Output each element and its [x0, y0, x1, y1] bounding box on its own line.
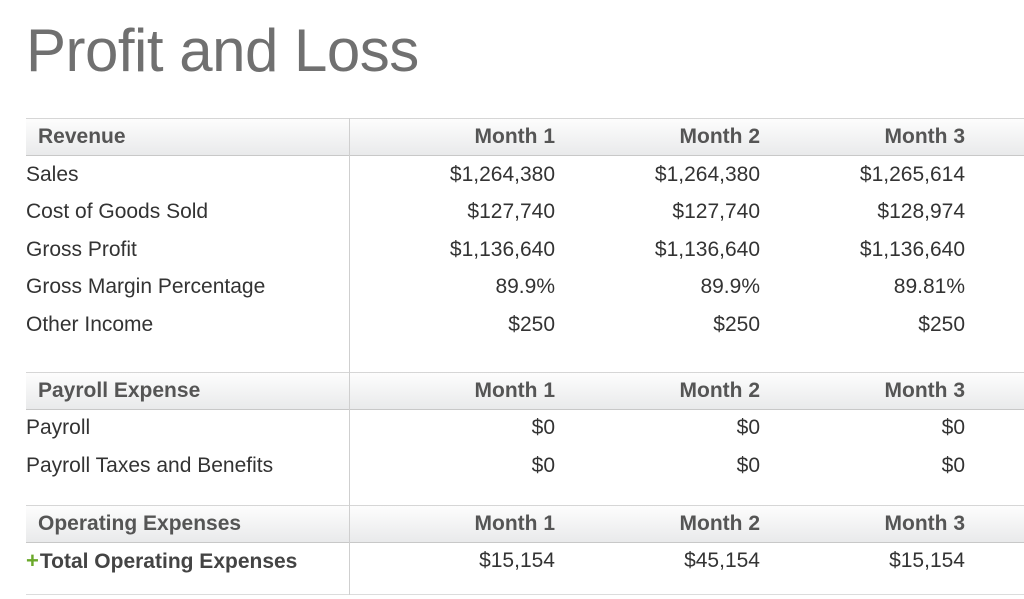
table-bottom-border: [26, 594, 1024, 595]
row-value-month-3: $1,136,640: [859, 237, 965, 261]
row-value-month-2: $250: [713, 312, 760, 336]
column-header-month-3: Month 3: [884, 125, 965, 148]
profit-loss-table: Revenue Month 1 Month 2 Month 3 Sales $1…: [26, 118, 1024, 595]
row-value-month-2: $1,264,380: [654, 162, 760, 186]
row-value-month-3: $128,974: [877, 200, 965, 224]
section-spacer: [26, 344, 1024, 372]
column-header-month-1: Month 1: [474, 511, 555, 535]
table-row-gross-margin-percentage: Gross Margin Percentage 89.9% 89.9% 89.8…: [26, 269, 1024, 307]
plus-icon[interactable]: +: [26, 548, 39, 574]
row-value-month-3: 89.81%: [893, 275, 965, 299]
column-header-month-2: Month 2: [679, 125, 760, 148]
table-row-cost-of-goods-sold: Cost of Goods Sold $127,740 $127,740 $12…: [26, 194, 1024, 232]
row-value-month-2: $1,136,640: [654, 237, 760, 261]
row-value-month-3: $15,154: [889, 549, 965, 573]
section-header-payroll-expense: Payroll Expense Month 1 Month 2 Month 3: [26, 371, 1024, 410]
row-label: Cost of Goods Sold: [26, 200, 209, 224]
section-revenue: Revenue Month 1 Month 2 Month 3 Sales $1…: [26, 118, 1024, 372]
column-divider: [349, 371, 350, 505]
row-value-month-1: $127,740: [467, 200, 555, 224]
row-label: Sales: [26, 162, 79, 186]
section-header-operating-expenses: Operating Expenses Month 1 Month 2 Month…: [26, 504, 1024, 543]
column-header-month-1: Month 1: [474, 378, 555, 402]
table-row-payroll-taxes-and-benefits: Payroll Taxes and Benefits $0 $0 $0: [26, 447, 1024, 485]
row-value-month-1: $250: [508, 312, 555, 336]
row-label: Payroll Taxes and Benefits: [26, 453, 274, 477]
row-value-month-1: $15,154: [479, 549, 555, 573]
row-value-month-2: $127,740: [672, 200, 760, 224]
row-value-month-1: 89.9%: [495, 275, 555, 299]
column-header-month-3: Month 3: [884, 511, 965, 535]
section-payroll-expense: Payroll Expense Month 1 Month 2 Month 3 …: [26, 371, 1024, 505]
row-value-month-2: $0: [736, 416, 760, 440]
section-operating-expenses: Operating Expenses Month 1 Month 2 Month…: [26, 504, 1024, 595]
row-value-month-3: $0: [941, 416, 965, 440]
row-label: Other Income: [26, 312, 154, 336]
row-value-month-2: 89.9%: [700, 275, 760, 299]
column-divider: [349, 118, 350, 372]
row-label: Gross Profit: [26, 237, 137, 261]
row-value-month-1: $1,136,640: [449, 237, 555, 261]
row-label-expandable[interactable]: +Total Operating Expenses: [26, 548, 350, 574]
row-value-month-2: $0: [736, 453, 760, 477]
row-label: Gross Margin Percentage: [26, 275, 266, 299]
row-value-month-1: $0: [531, 453, 555, 477]
page-title: Profit and Loss: [26, 17, 419, 84]
table-row-gross-profit: Gross Profit $1,136,640 $1,136,640 $1,13…: [26, 231, 1024, 269]
row-value-month-1: $1,264,380: [449, 162, 555, 186]
section-title: Operating Expenses: [38, 511, 242, 535]
row-value-month-3: $0: [941, 453, 965, 477]
table-row-sales: Sales $1,264,380 $1,264,380 $1,265,614: [26, 156, 1024, 194]
table-row-total-operating-expenses[interactable]: +Total Operating Expenses $15,154 $45,15…: [26, 543, 1024, 581]
column-divider: [349, 504, 350, 595]
column-header-month-1: Month 1: [474, 125, 555, 148]
section-title: Revenue: [38, 125, 126, 148]
row-label-text: Total Operating Expenses: [39, 550, 298, 574]
column-header-month-3: Month 3: [884, 378, 965, 402]
row-value-month-3: $250: [918, 312, 965, 336]
table-row-other-income: Other Income $250 $250 $250: [26, 306, 1024, 344]
section-header-revenue: Revenue Month 1 Month 2 Month 3: [26, 118, 1024, 156]
column-header-month-2: Month 2: [679, 378, 760, 402]
row-value-month-3: $1,265,614: [859, 162, 965, 186]
row-label: Payroll: [26, 416, 91, 440]
row-value-month-2: $45,154: [684, 549, 760, 573]
row-value-month-1: $0: [531, 416, 555, 440]
section-spacer: [26, 485, 1024, 505]
column-header-month-2: Month 2: [679, 511, 760, 535]
section-title: Payroll Expense: [38, 378, 201, 402]
table-row-payroll: Payroll $0 $0 $0: [26, 410, 1024, 448]
